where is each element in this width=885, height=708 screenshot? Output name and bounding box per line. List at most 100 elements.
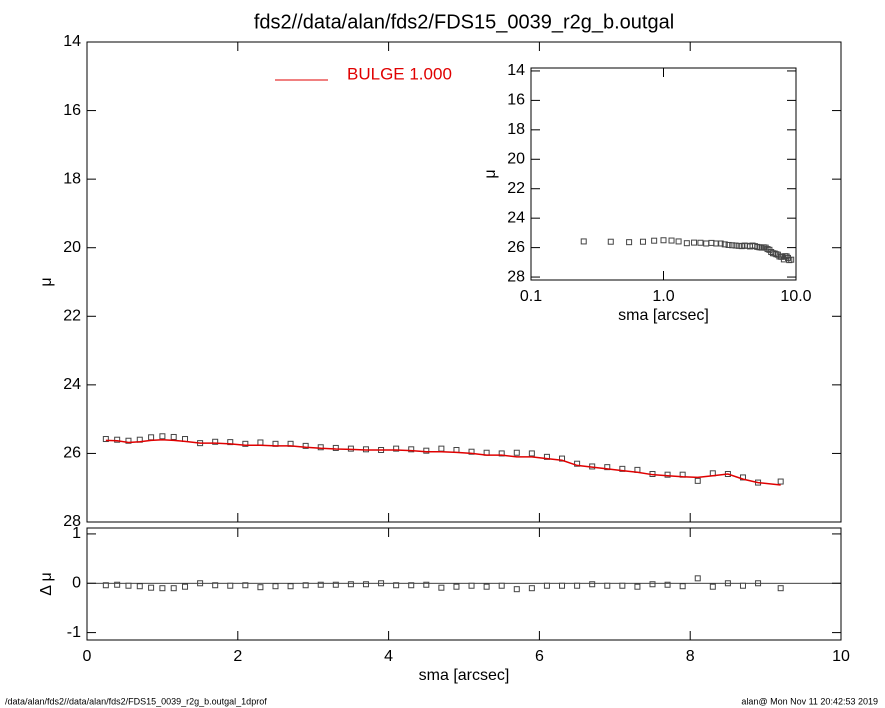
- data-point: [170, 433, 177, 440]
- data-point: [438, 584, 445, 591]
- y-axis-label: Δ μ: [38, 572, 55, 595]
- data-point: [148, 584, 155, 591]
- data-point: [197, 580, 204, 587]
- data-point: [717, 240, 724, 247]
- data-point: [528, 585, 535, 592]
- data-point: [724, 580, 731, 587]
- footer-left: /data/alan/fds2//data/alan/fds2/FDS15_00…: [5, 696, 267, 706]
- data-point: [302, 582, 309, 589]
- data-point: [604, 582, 611, 589]
- data-point: [755, 580, 762, 587]
- y-tick-label: 28: [507, 268, 525, 285]
- y-tick-label: 24: [63, 376, 81, 393]
- data-point: [739, 582, 746, 589]
- y-tick-label: 24: [507, 209, 525, 226]
- data-point: [227, 439, 234, 446]
- data-point: [102, 436, 109, 443]
- data-point: [619, 465, 626, 472]
- data-point: [287, 583, 294, 590]
- data-point: [709, 583, 716, 590]
- data-point: [683, 240, 690, 247]
- data-point: [125, 437, 132, 444]
- data-point: [242, 440, 249, 447]
- x-tick-label: 0: [83, 648, 92, 665]
- legend-label: BULGE 1.000: [347, 64, 452, 83]
- y-tick-label: 28: [63, 513, 81, 530]
- x-tick-label: 6: [535, 648, 544, 665]
- data-point: [317, 581, 324, 588]
- data-point: [675, 238, 682, 245]
- data-point: [136, 583, 143, 590]
- data-point: [713, 240, 720, 247]
- data-point: [438, 445, 445, 452]
- data-point: [468, 448, 475, 455]
- data-point: [634, 583, 641, 590]
- data-point: [148, 434, 155, 441]
- data-point: [513, 449, 520, 456]
- data-point: [212, 582, 219, 589]
- data-point: [668, 237, 675, 244]
- x-tick-label: 1.0: [652, 288, 674, 305]
- y-axis-label: μ: [482, 169, 499, 178]
- data-point: [242, 582, 249, 589]
- y-tick-label: 20: [507, 150, 525, 167]
- data-point: [660, 237, 667, 244]
- data-point: [114, 436, 121, 443]
- data-point: [393, 445, 400, 452]
- data-point: [739, 474, 746, 481]
- data-point: [159, 585, 166, 592]
- data-point: [777, 478, 784, 485]
- data-point: [607, 238, 614, 245]
- data-point: [272, 583, 279, 590]
- data-point: [604, 464, 611, 471]
- data-point: [589, 581, 596, 588]
- data-point: [378, 580, 385, 587]
- y-tick-label: 0: [72, 574, 81, 591]
- data-point: [170, 585, 177, 592]
- data-point: [574, 460, 581, 467]
- data-point: [483, 583, 490, 590]
- y-tick-label: 18: [507, 121, 525, 138]
- x-tick-label: 10.0: [780, 288, 811, 305]
- data-point: [227, 582, 234, 589]
- data-point: [125, 582, 132, 589]
- data-point: [257, 584, 264, 591]
- y-tick-label: 26: [507, 239, 525, 256]
- x-tick-label: 8: [686, 648, 695, 665]
- data-point: [257, 439, 264, 446]
- data-point: [694, 575, 701, 582]
- x-tick-label: 10: [832, 648, 850, 665]
- data-point: [302, 442, 309, 449]
- x-axis-label: sma [arcsec]: [419, 667, 510, 684]
- y-tick-label: 22: [507, 180, 525, 197]
- data-point: [513, 586, 520, 593]
- data-point: [528, 450, 535, 457]
- model-line: [105, 438, 781, 486]
- plot-frame: [86, 41, 842, 523]
- inset-bg: [531, 68, 796, 280]
- x-axis-label: sma [arcsec]: [618, 307, 709, 324]
- y-tick-label: 1: [72, 525, 81, 542]
- y-tick-label: 26: [63, 445, 81, 462]
- data-point: [729, 242, 736, 249]
- data-point: [651, 237, 658, 244]
- data-point: [423, 581, 430, 588]
- data-point: [732, 242, 739, 249]
- data-point: [574, 582, 581, 589]
- data-point: [697, 239, 704, 246]
- x-tick-label: 2: [233, 648, 242, 665]
- data-point: [543, 453, 550, 460]
- data-point: [777, 585, 784, 592]
- data-point: [182, 583, 189, 590]
- data-point: [408, 582, 415, 589]
- data-point: [347, 581, 354, 588]
- data-point: [725, 241, 732, 248]
- data-point: [317, 444, 324, 451]
- data-point: [664, 471, 671, 478]
- data-point: [619, 582, 626, 589]
- data-point: [114, 581, 121, 588]
- data-point: [453, 583, 460, 590]
- y-tick-label: 16: [63, 102, 81, 119]
